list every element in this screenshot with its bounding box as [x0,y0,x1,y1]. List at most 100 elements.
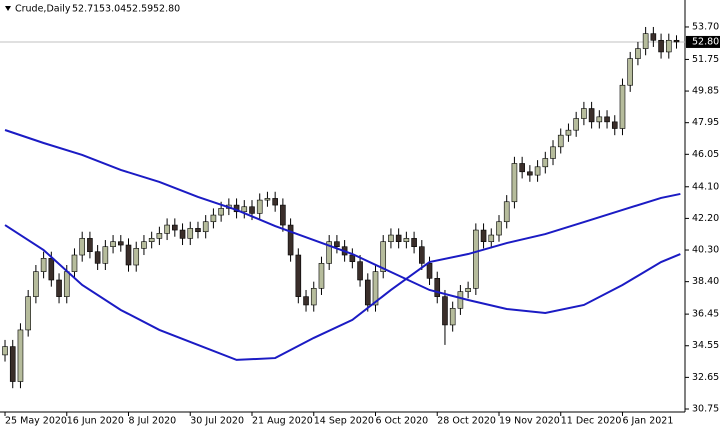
candle-body [457,291,464,309]
candle-body [310,288,317,306]
candle-body [357,261,363,281]
x-tick-label: 19 Nov 2020 [499,416,560,426]
candle-body [117,241,124,246]
candle-body [488,234,495,243]
candle-body [395,234,402,243]
y-tick-label: 34.55 [692,340,719,351]
menu-arrow[interactable] [5,6,11,11]
candle-body [403,238,410,243]
x-tick-label: 28 Oct 2020 [437,416,496,426]
y-tick-label: 47.95 [692,117,719,128]
candle-body [380,241,387,272]
y-tick-label: 36.45 [692,309,719,320]
candle-body [619,84,626,129]
x-tick-label: 8 Jul 2020 [129,416,177,426]
x-tick-label: 6 Oct 2020 [375,416,428,426]
candle-body [187,228,194,239]
candle-body [519,163,525,173]
x-tick-label: 6 Jan 2021 [622,416,673,426]
candle-body [596,116,603,123]
candle-body [465,288,471,292]
y-tick-label: 53.70 [692,21,719,32]
candle-body [25,296,31,331]
candle-body [264,198,271,201]
candle-body [110,241,116,248]
candle-body [2,346,8,356]
x-tick-label: 25 May 2020 [5,416,67,426]
y-tick-label: 38.40 [692,276,719,287]
candle-body [249,206,255,214]
price-label: 52.80 [692,36,719,47]
candle-body [557,134,564,148]
candle-body [179,229,186,239]
candle-body [202,221,209,233]
candle-body [434,278,441,297]
candle-body [511,163,518,203]
candle-body [658,39,664,53]
candle-body [372,271,379,306]
candle-body [442,296,448,326]
y-tick-label: 42.20 [692,213,719,224]
header-value: 52.59 [126,4,153,15]
y-tick-label: 49.85 [692,86,719,97]
y-tick-label: 40.30 [692,245,719,256]
candle-body [241,206,248,213]
candle-body [635,48,641,59]
candle-body [156,233,163,239]
moving-average [4,129,681,314]
chart-title: Crude,Daily [15,4,71,15]
candle-body [280,204,286,226]
candle-body [125,244,132,266]
candle-body [449,307,456,326]
candle-body [642,33,649,49]
header-value: 53.04 [99,4,126,15]
candle-body [326,241,332,264]
candle-body [33,271,39,297]
y-tick-label: 44.10 [692,181,719,192]
candle-body [573,118,579,131]
candle-body [218,208,224,216]
candle-body [665,39,672,53]
candle-body [473,229,479,289]
candle-body [673,39,680,43]
candle-body [388,234,394,243]
candle-body [318,263,325,289]
x-tick-label: 14 Sep 2020 [314,416,374,426]
candle-body [588,108,595,123]
moving-average [4,192,681,361]
candle-body [9,346,16,382]
candle-body [426,263,433,279]
candle-body [565,129,572,136]
candle-body [419,246,425,264]
candle-body [272,198,278,206]
y-tick-label: 51.75 [692,54,719,65]
candle-body [480,229,487,243]
candle-body [650,33,657,41]
candle-body [542,158,549,168]
header-value: 52.80 [153,4,180,15]
x-tick-label: 16 Jun 2020 [67,416,124,426]
candle-body [56,279,62,297]
candle-body [581,108,587,119]
candle-body [503,201,510,223]
candle-body [48,258,55,281]
candle-body [527,171,533,176]
candle-body [611,121,618,129]
x-tick-label: 21 Aug 2020 [252,416,313,426]
candle-body [364,279,371,306]
candle-body [534,166,541,176]
candle-body [102,246,109,264]
x-tick-label: 30 Jul 2020 [190,416,244,426]
y-tick-label: 32.65 [692,372,719,383]
candle-body [133,248,140,266]
candle-body [349,254,356,262]
candle-body [40,258,47,272]
candle-body [287,224,294,256]
candle-body [256,199,263,214]
candle-body [172,224,178,231]
candle-body [295,254,302,297]
candle-body [94,251,101,264]
candle-body [63,271,70,297]
candle-body [141,241,147,249]
